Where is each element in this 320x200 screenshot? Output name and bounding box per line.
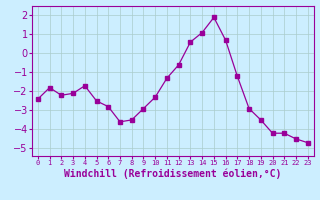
- X-axis label: Windchill (Refroidissement éolien,°C): Windchill (Refroidissement éolien,°C): [64, 169, 282, 179]
